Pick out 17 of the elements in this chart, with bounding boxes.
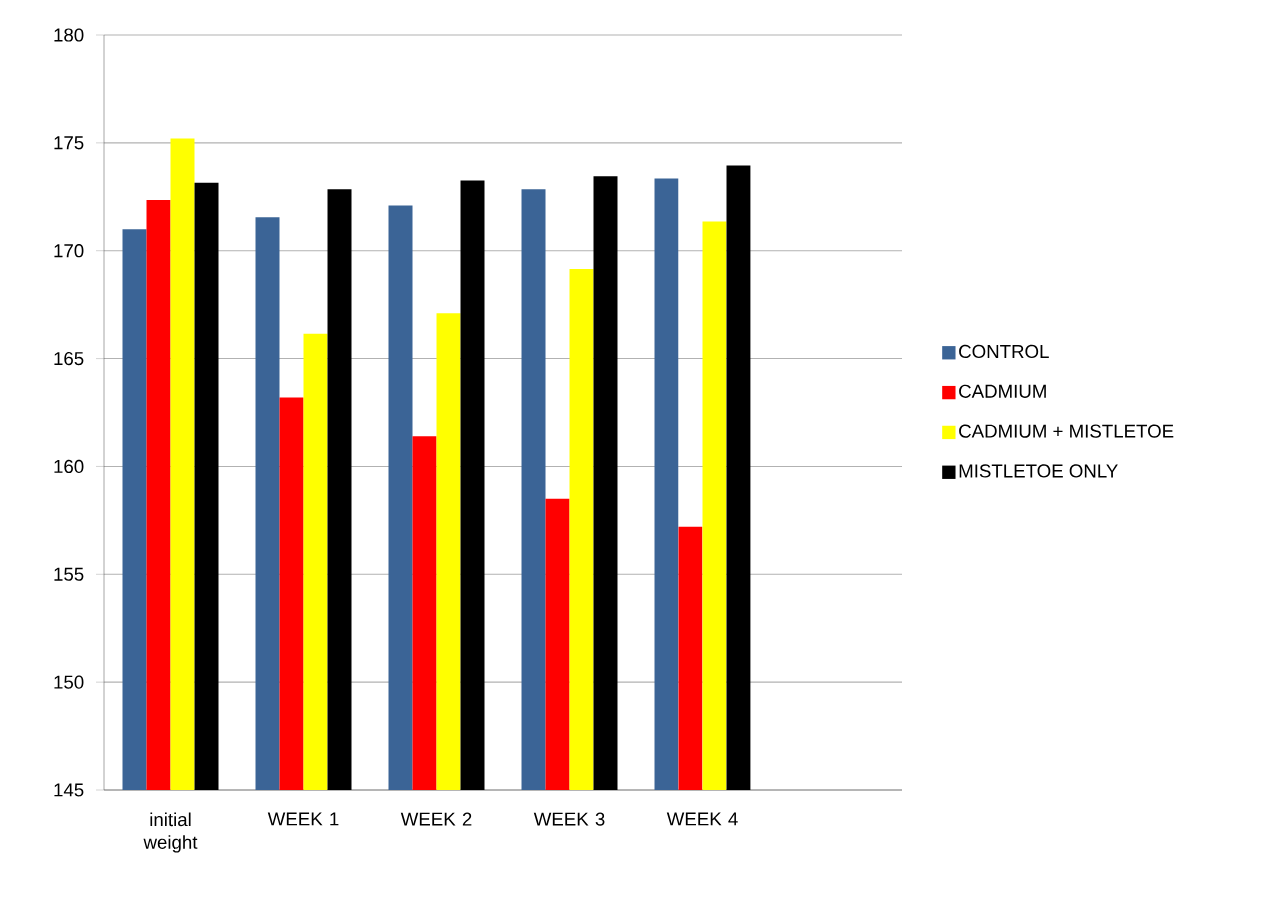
- y-tick-label: 145: [54, 783, 84, 797]
- legend-label: CADMIUM + MISTLETOE: [959, 424, 1174, 438]
- x-tick-label: WEEK 1: [267, 812, 339, 826]
- legend-label: CONTROL: [959, 344, 1049, 359]
- y-tick-label: 165: [54, 351, 84, 366]
- y-tick-label: 150: [54, 675, 84, 689]
- y-tick-label: 155: [54, 567, 84, 581]
- x-tick-label: initial weight: [143, 812, 198, 853]
- x-tick-label: WEEK 4: [666, 812, 738, 826]
- x-tick-label: WEEK 2: [400, 812, 472, 826]
- legend-label: MISTLETOE ONLY: [959, 464, 1118, 478]
- y-tick-label: 170: [54, 244, 84, 258]
- legend-label: CADMIUM: [959, 384, 1046, 398]
- y-tick-label: 160: [54, 459, 84, 474]
- y-tick-label: 175: [54, 136, 84, 150]
- x-tick-label: WEEK 3: [533, 812, 605, 826]
- y-tick-label: 180: [54, 28, 84, 42]
